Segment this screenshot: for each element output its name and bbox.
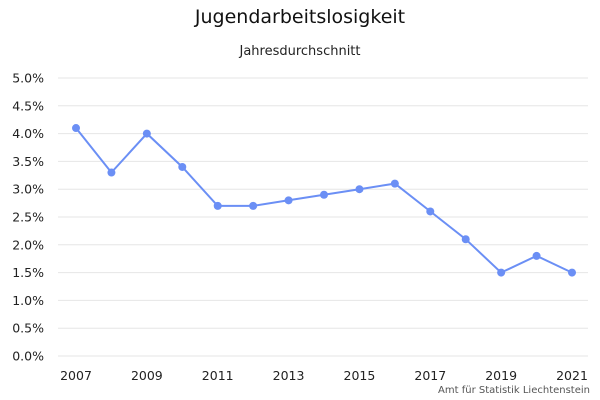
x-tick-label: 2011 (202, 368, 234, 383)
y-axis: 0.0% 0.5% 1.0% 1.5% 2.0% 2.5% 3.0% 3.5% 4.0% 4.5%… (12, 71, 44, 364)
data-point[interactable] (320, 190, 328, 199)
x-tick-label: 2017 (414, 368, 446, 383)
series (72, 124, 576, 277)
y-tick-label: 4.0% (12, 126, 44, 141)
data-point[interactable] (249, 201, 258, 210)
y-tick-label: 1.5% (12, 265, 44, 280)
data-point[interactable] (142, 129, 151, 138)
x-axis: 2007 2009 2011 2013 2015 2017 2019 2021 (60, 368, 588, 383)
data-point[interactable] (497, 268, 506, 277)
data-point[interactable] (178, 162, 187, 171)
data-point[interactable] (355, 185, 364, 194)
data-point[interactable] (426, 207, 435, 216)
y-tick-label: 4.5% (12, 98, 44, 113)
data-point[interactable] (461, 235, 470, 244)
data-point[interactable] (72, 124, 80, 133)
data-point[interactable] (284, 196, 293, 205)
y-tick-label: 2.5% (12, 210, 44, 225)
y-tick-label: 2.0% (12, 237, 44, 252)
data-point[interactable] (390, 179, 399, 188)
y-tick-label: 3.0% (12, 182, 44, 197)
chart-title: Jugendarbeitslosigkeit (194, 6, 406, 28)
data-point[interactable] (213, 201, 222, 210)
grid-lines (58, 77, 588, 357)
x-tick-label: 2021 (556, 368, 588, 383)
x-tick-label: 2015 (344, 368, 376, 383)
data-point[interactable] (532, 251, 541, 260)
series-line (75, 127, 573, 274)
data-point[interactable] (568, 268, 576, 277)
y-tick-label: 0.5% (12, 321, 44, 336)
data-point[interactable] (107, 168, 116, 177)
y-tick-label: 0.0% (12, 349, 44, 364)
y-tick-label: 3.5% (12, 154, 44, 169)
y-tick-label: 1.0% (12, 293, 44, 308)
x-tick-label: 2007 (60, 368, 92, 383)
x-tick-label: 2013 (273, 368, 305, 383)
chart-subtitle: Jahresdurchschnitt (239, 44, 361, 59)
x-tick-label: 2009 (131, 368, 163, 383)
source-credit: Amt für Statistik Liechtenstein (438, 385, 590, 396)
y-tick-label: 5.0% (12, 71, 44, 86)
x-tick-label: 2019 (485, 368, 517, 383)
